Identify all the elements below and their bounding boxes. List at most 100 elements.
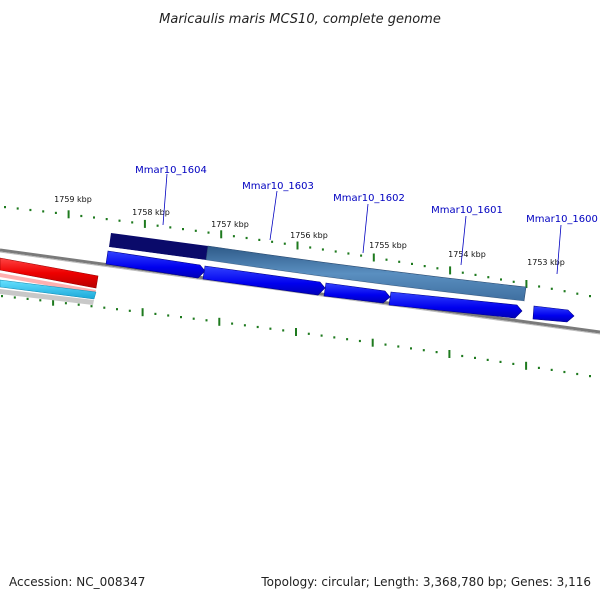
minor-tick-mark bbox=[128, 309, 131, 312]
gene-label-mmar10-1603[interactable]: Mmar10_1603 bbox=[242, 181, 314, 192]
minor-tick-mark bbox=[538, 285, 541, 288]
red-feature-track bbox=[0, 257, 99, 289]
major-tick-mark bbox=[218, 317, 221, 326]
tick-label: 1759 kbp bbox=[54, 195, 92, 204]
tick-label: 1753 kbp bbox=[527, 258, 565, 267]
minor-tick-mark bbox=[29, 208, 32, 212]
inner-tick-ring bbox=[1, 295, 591, 378]
minor-tick-mark bbox=[205, 319, 208, 322]
tick-label: 1755 kbp bbox=[369, 241, 407, 250]
minor-tick-mark bbox=[194, 229, 197, 232]
major-tick-mark bbox=[67, 210, 70, 219]
genome-summary-text: Topology: circular; Length: 3,368,780 bp… bbox=[260, 575, 591, 589]
gene-arrow-mmar10-1603[interactable] bbox=[202, 265, 326, 296]
minor-tick-mark bbox=[512, 362, 515, 365]
gene-label-mmar10-1602[interactable]: Mmar10_1602 bbox=[333, 193, 405, 204]
minor-tick-mark bbox=[232, 235, 235, 238]
major-tick-mark bbox=[220, 230, 223, 239]
map-title: Maricaulis maris MCS10, complete genome bbox=[159, 12, 441, 27]
minor-tick-mark bbox=[346, 338, 349, 341]
minor-tick-mark bbox=[269, 327, 272, 330]
minor-tick-mark bbox=[256, 325, 259, 329]
minor-tick-mark bbox=[118, 219, 121, 222]
minor-tick-mark bbox=[422, 349, 425, 352]
minor-tick-mark bbox=[576, 292, 579, 295]
minor-tick-mark bbox=[563, 290, 566, 293]
minor-tick-mark bbox=[167, 314, 170, 317]
gene-label-mmar10-1600[interactable]: Mmar10_1600 bbox=[526, 214, 598, 225]
minor-tick-mark bbox=[103, 306, 106, 309]
gene-arrow-mmar10-1604[interactable] bbox=[105, 250, 206, 279]
minor-tick-mark bbox=[16, 207, 19, 210]
minor-tick-mark bbox=[423, 265, 426, 268]
minor-tick-mark bbox=[26, 297, 29, 300]
major-tick-mark bbox=[525, 280, 528, 288]
minor-tick-mark bbox=[93, 216, 95, 219]
minor-tick-mark bbox=[245, 236, 248, 240]
minor-tick-mark bbox=[398, 260, 401, 263]
minor-tick-mark bbox=[77, 303, 80, 306]
minor-tick-mark bbox=[39, 299, 42, 302]
grey-feature-track bbox=[0, 289, 94, 305]
gene-label-mmar10-1601[interactable]: Mmar10_1601 bbox=[431, 205, 503, 216]
major-tick-mark bbox=[141, 308, 144, 317]
gene-leader-line bbox=[162, 173, 168, 226]
minor-tick-mark bbox=[105, 218, 108, 221]
gene-label-mmar10-1604[interactable]: Mmar10_1604 bbox=[135, 165, 207, 176]
major-tick-mark bbox=[448, 350, 451, 358]
minor-tick-mark bbox=[436, 267, 439, 270]
minor-tick-mark bbox=[320, 334, 323, 337]
left-feature-tracks bbox=[0, 257, 99, 305]
minor-tick-mark bbox=[309, 246, 312, 249]
minor-tick-mark bbox=[537, 366, 540, 369]
gene-arrow-mmar10-1600[interactable] bbox=[532, 305, 575, 323]
minor-tick-mark bbox=[500, 278, 502, 281]
minor-tick-mark bbox=[307, 332, 310, 335]
gene-labels: Mmar10_1604 Mmar10_1603 Mmar10_1602 Mmar… bbox=[135, 165, 598, 275]
minor-tick-mark bbox=[231, 322, 234, 325]
gene-arrow-mmar10-1602[interactable] bbox=[323, 282, 391, 304]
accession-text: Accession: NC_008347 bbox=[9, 575, 145, 589]
minor-tick-mark bbox=[397, 345, 400, 348]
minor-tick-mark bbox=[169, 226, 172, 229]
minor-tick-mark bbox=[243, 324, 246, 327]
minor-tick-mark bbox=[499, 360, 502, 363]
minor-tick-mark bbox=[116, 308, 118, 311]
minor-tick-mark bbox=[512, 280, 515, 283]
minor-tick-mark bbox=[283, 242, 286, 245]
minor-tick-mark bbox=[360, 254, 363, 257]
gene-arrow-mmar10-1601[interactable] bbox=[388, 291, 523, 319]
tick-labels: 1759 kbp 1758 kbp 1757 kbp 1756 kbp 1755… bbox=[54, 195, 565, 267]
minor-tick-mark bbox=[192, 317, 195, 320]
minor-tick-mark bbox=[4, 206, 6, 209]
minor-tick-mark bbox=[474, 356, 476, 359]
outer-tick-ring bbox=[4, 206, 591, 298]
major-tick-mark bbox=[525, 361, 528, 370]
minor-tick-mark bbox=[358, 339, 361, 343]
tick-label: 1756 kbp bbox=[290, 231, 328, 240]
major-tick-mark bbox=[296, 241, 299, 250]
minor-tick-mark bbox=[563, 370, 566, 374]
minor-tick-mark bbox=[576, 372, 579, 376]
minor-tick-mark bbox=[180, 316, 182, 319]
minor-tick-mark bbox=[42, 210, 45, 213]
major-tick-mark bbox=[52, 297, 55, 306]
minor-tick-mark bbox=[1, 295, 3, 298]
minor-tick-mark bbox=[80, 214, 83, 218]
minor-tick-mark bbox=[282, 329, 285, 332]
minor-tick-mark bbox=[156, 224, 159, 227]
cyan-feature-track bbox=[0, 279, 97, 300]
gene-leader-line bbox=[556, 224, 562, 275]
minor-tick-mark bbox=[271, 240, 274, 243]
selected-region[interactable] bbox=[109, 233, 527, 303]
minor-tick-mark bbox=[435, 351, 438, 354]
minor-tick-mark bbox=[321, 248, 324, 251]
minor-tick-mark bbox=[461, 271, 464, 274]
tick-label: 1754 kbp bbox=[448, 250, 486, 259]
minor-tick-mark bbox=[385, 258, 388, 261]
minor-tick-mark bbox=[13, 296, 16, 299]
minor-tick-mark bbox=[550, 287, 553, 290]
gene-leader-line bbox=[460, 215, 467, 266]
